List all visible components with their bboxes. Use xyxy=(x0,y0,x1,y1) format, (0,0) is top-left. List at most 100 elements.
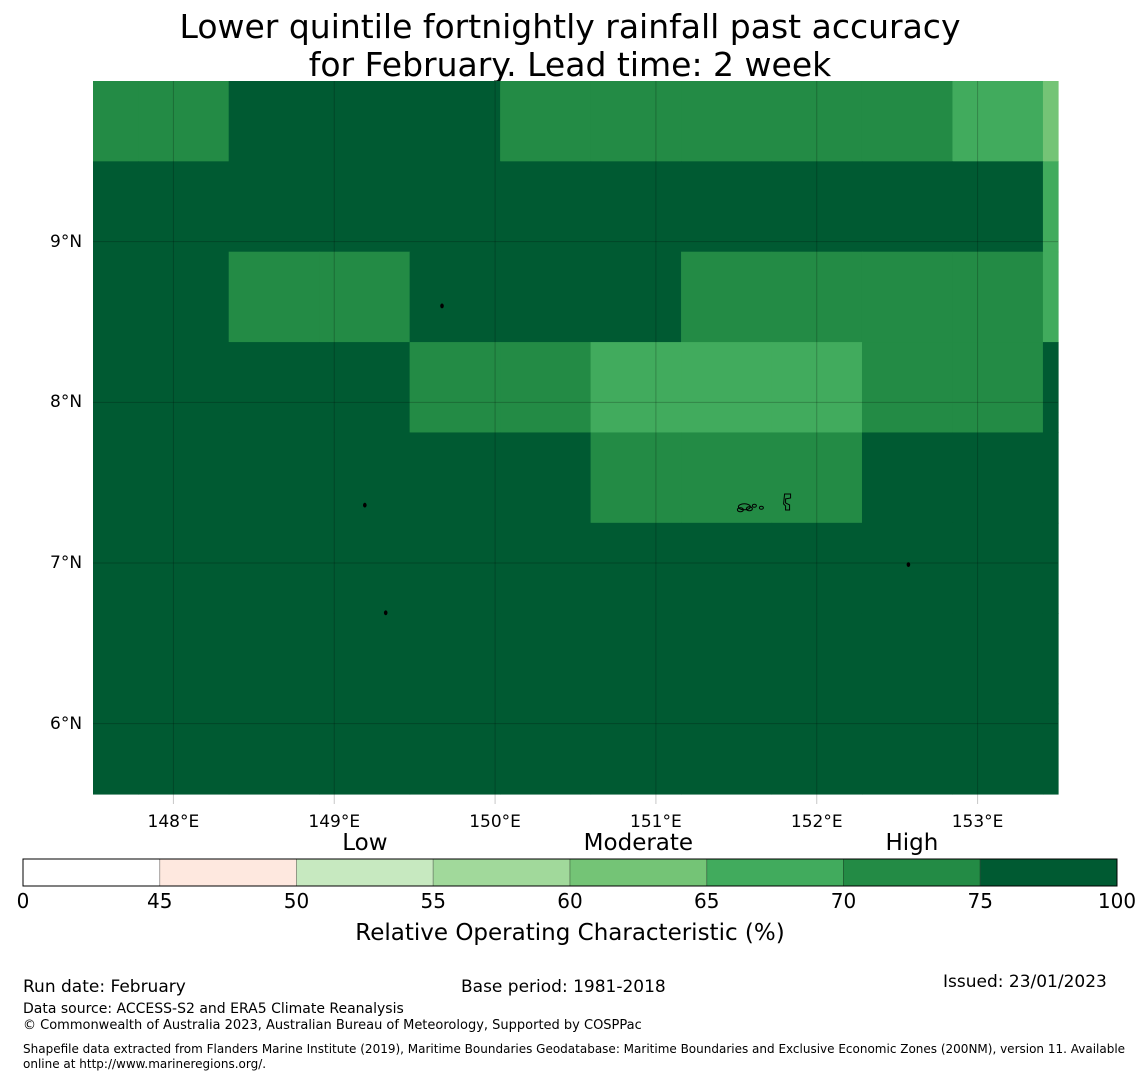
map-grid-cell xyxy=(590,81,682,162)
map-grid-cell xyxy=(93,81,139,162)
map-grid-cell xyxy=(93,161,139,253)
map-grid-cell xyxy=(228,703,320,795)
latitude-tick-label: 7°N xyxy=(50,553,83,573)
map-grid-cell xyxy=(138,432,230,524)
map-grid-cell xyxy=(93,251,139,343)
map-grid-cell xyxy=(861,342,954,434)
colorbar-tick-label: 55 xyxy=(420,889,446,913)
latitude-tick-label: 6°N xyxy=(50,713,83,734)
colorbar-tick-label: 50 xyxy=(283,889,310,913)
colorbar-bin xyxy=(159,858,297,887)
map-grid-cell xyxy=(952,342,1044,434)
longitude-tick-label: 150°E xyxy=(469,812,521,832)
map-grid-cell xyxy=(590,251,682,343)
map-grid-cell xyxy=(228,161,320,253)
island-outline xyxy=(383,610,388,616)
map-grid-cell xyxy=(590,613,682,705)
island-outline xyxy=(736,507,744,513)
colorbar-bin xyxy=(843,858,981,887)
map-grid-cell xyxy=(771,161,863,253)
map-grid-cell xyxy=(861,251,954,343)
island-outline xyxy=(783,493,792,511)
shapefile-credit-text: Shapefile data extracted from Flanders M… xyxy=(23,1042,1126,1071)
map-grid-cell xyxy=(1042,613,1059,705)
colorbar-bin xyxy=(569,858,708,887)
colorbar-tick-label: 70 xyxy=(830,889,857,913)
data-source-text: Data source: ACCESS-S2 and ERA5 Climate … xyxy=(23,1001,404,1017)
map-grid-cell xyxy=(319,161,411,253)
chart-title-line-1: Lower quintile fortnightly rainfall past… xyxy=(179,7,961,46)
map-grid-cell xyxy=(500,342,592,434)
map-grid-cell xyxy=(93,342,139,434)
colorbar-bin xyxy=(706,858,844,887)
copyright-text: © Commonwealth of Australia 2023, Austra… xyxy=(23,1018,642,1033)
map-grid-cell xyxy=(228,342,320,434)
map-grid-cell xyxy=(771,522,863,614)
colorbar-frame xyxy=(22,858,1118,887)
map-grid-cell xyxy=(319,432,411,524)
map-grid-cell xyxy=(319,251,411,343)
colorbar-tick-label: 60 xyxy=(557,889,583,913)
map-grid-cell xyxy=(138,522,230,614)
map-grid-cell xyxy=(590,432,682,524)
map-grid-cell xyxy=(1042,703,1059,795)
issued-date-text: Issued: 23/01/2023 xyxy=(943,972,1107,992)
map-grid-cell xyxy=(952,703,1044,795)
map-grid-cell xyxy=(138,81,230,162)
island-outline xyxy=(745,506,753,512)
map-grid-cell xyxy=(771,613,863,705)
map-grid-cell xyxy=(319,613,411,705)
map-grid-cell xyxy=(1042,251,1059,343)
map-grid-cell xyxy=(681,251,773,343)
map-grid-cell xyxy=(681,703,773,795)
map-grid-cell xyxy=(138,613,230,705)
map-grid-cell xyxy=(319,342,411,434)
map-grid-cell xyxy=(1042,81,1059,162)
map-grid-cell xyxy=(93,613,139,705)
map-grid-cell xyxy=(228,251,320,343)
map-grid-cell xyxy=(681,81,773,162)
map-grid-cell xyxy=(952,613,1044,705)
map-grid-cell xyxy=(952,251,1044,343)
map-grid-cell xyxy=(138,161,230,253)
colorbar-bin xyxy=(979,858,1118,887)
map-grid-cell xyxy=(93,522,139,614)
map-grid-cell xyxy=(138,251,230,343)
colorbar-tick-label: 45 xyxy=(147,889,173,913)
map-grid-cell xyxy=(500,81,592,162)
map-grid-cell xyxy=(409,81,501,162)
map-grid-cell xyxy=(409,342,501,434)
longitude-tick-label: 149°E xyxy=(308,812,361,832)
map-grid-cell xyxy=(771,342,863,434)
island-outline xyxy=(363,502,367,508)
map-grid-cell xyxy=(500,432,592,524)
longitude-tick-label: 148°E xyxy=(147,812,200,832)
map-grid-cell xyxy=(93,703,139,795)
map-grid-cell xyxy=(1042,522,1059,614)
run-date-text: Run date: February xyxy=(23,977,186,997)
colorbar-tick-label: 0 xyxy=(16,889,30,913)
map-grid-cell xyxy=(500,161,592,253)
longitude-tick-label: 152°E xyxy=(790,812,843,832)
map-grid-cell xyxy=(138,703,230,795)
map-grid-cell xyxy=(590,522,682,614)
map-grid-cell xyxy=(319,703,411,795)
map-grid-cell xyxy=(228,522,320,614)
map-grid-cell xyxy=(771,703,863,795)
map-grid-cell xyxy=(1042,161,1059,253)
colorbar-category-label: Moderate xyxy=(583,830,694,856)
map-grid-cell xyxy=(861,81,954,162)
map-grid-cell xyxy=(409,251,501,343)
map-grid-cell xyxy=(952,522,1044,614)
map-grid-cell xyxy=(861,522,954,614)
latitude-tick-label: 8°N xyxy=(50,392,83,413)
map-grid-cell xyxy=(93,432,139,524)
map-grid-cell xyxy=(681,613,773,705)
island-outline xyxy=(758,505,764,510)
colorbar-tick-label: 100 xyxy=(1097,889,1137,913)
map-grid-cell xyxy=(681,522,773,614)
colorbar-tick-label: 75 xyxy=(967,889,993,913)
colorbar-bin xyxy=(432,858,571,887)
chart-title-line-2: for February. Lead time: 2 week xyxy=(308,45,832,84)
